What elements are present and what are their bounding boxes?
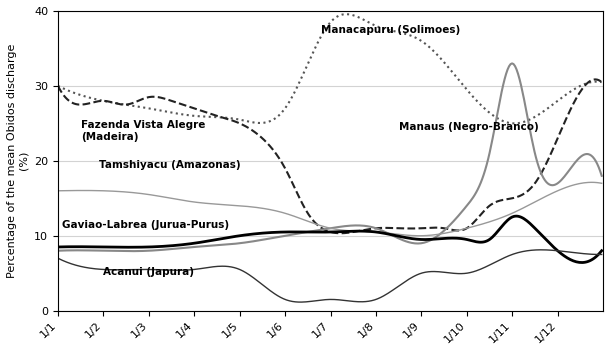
Text: Fazenda Vista Alegre
(Madeira): Fazenda Vista Alegre (Madeira) (81, 120, 205, 142)
Text: Gaviao-Labrea (Jurua-Purus): Gaviao-Labrea (Jurua-Purus) (62, 220, 229, 230)
Y-axis label: Percentage of the mean Obidos discharge
(%): Percentage of the mean Obidos discharge … (7, 44, 29, 278)
Text: Tamshiyacu (Amazonas): Tamshiyacu (Amazonas) (99, 159, 240, 170)
Text: Manacapuru (Solimoes): Manacapuru (Solimoes) (321, 25, 461, 35)
Text: Manaus (Negro-Branco): Manaus (Negro-Branco) (399, 122, 539, 132)
Text: Acanui (Japura): Acanui (Japura) (103, 267, 195, 277)
